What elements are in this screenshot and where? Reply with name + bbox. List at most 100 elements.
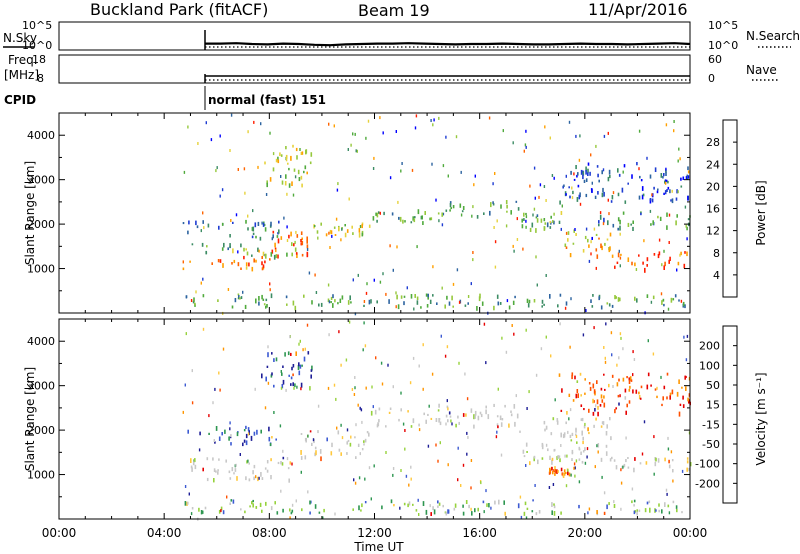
power-cell [266, 180, 268, 185]
noise-sky-label: N.Sky [3, 31, 37, 45]
power-cell [356, 149, 358, 153]
velocity-cell [497, 387, 499, 391]
velocity-cell [570, 473, 572, 477]
power-cell [251, 254, 253, 257]
power-cell [237, 293, 240, 296]
velocity-cell [553, 448, 556, 452]
velocity-cell [231, 467, 234, 472]
power-cell [246, 251, 249, 256]
power-cell [591, 237, 593, 240]
velocity-cell [368, 432, 370, 437]
velocity-cell [514, 421, 516, 427]
power-cell [367, 119, 370, 123]
power-cell [301, 237, 303, 241]
power-cell [472, 251, 474, 254]
power-cell [607, 198, 609, 202]
velocity-cell [624, 396, 627, 400]
power-cell [449, 201, 452, 205]
velocity-cell [338, 330, 340, 334]
velocity-cell [552, 470, 554, 475]
velocity-cell [392, 385, 394, 389]
velocity-cell [605, 431, 608, 436]
power-cell [467, 302, 469, 305]
power-cell [638, 195, 641, 200]
velocity-cell [453, 507, 456, 511]
velocity-cell [578, 458, 581, 461]
power-cell [459, 203, 462, 208]
velocity-cell [592, 398, 594, 404]
power-cell [658, 251, 661, 256]
velocity-cell [253, 464, 256, 469]
velocity-cell [646, 501, 649, 505]
velocity-cell [556, 469, 558, 474]
power-cell [539, 183, 542, 187]
velocity-cell [560, 467, 563, 472]
velocity-cell [596, 380, 598, 384]
power-cell [244, 304, 247, 309]
power-cell [677, 190, 679, 194]
power-cell [493, 226, 495, 229]
velocity-cell [683, 335, 685, 339]
power-cell [296, 253, 298, 258]
power-cell [499, 302, 502, 305]
power-cell [661, 300, 663, 305]
power-cell [272, 167, 275, 172]
power-cell [616, 261, 619, 264]
power-cell [533, 207, 536, 211]
velocity-cell [438, 403, 440, 408]
velocity-band-8 [548, 466, 571, 478]
velocity-cell [568, 393, 571, 397]
velocity-cell [625, 459, 627, 463]
power-cell [205, 250, 207, 255]
power-cell [678, 299, 680, 302]
velocity-cell [597, 405, 599, 410]
power-cell [269, 258, 271, 261]
velocity-cell [550, 354, 552, 358]
velocity-cell [663, 385, 666, 390]
power-cell [492, 201, 494, 204]
velocity-cell [271, 436, 273, 439]
velocity-cell [578, 480, 581, 484]
velocity-cell [289, 516, 291, 520]
velocity-cell [679, 403, 682, 406]
velocity-cell [486, 503, 488, 507]
power-cell [680, 177, 682, 181]
velocity-cell [277, 461, 280, 465]
velocity-cell [544, 428, 546, 432]
velocity-cell [363, 321, 365, 325]
velocity-cell [354, 436, 356, 439]
power-cell [216, 166, 218, 170]
power-cell [653, 186, 655, 190]
velocity-cell [378, 419, 380, 423]
velocity-cell [656, 395, 658, 399]
power-colorbar-tick: 12 [706, 225, 720, 238]
velocity-cell [271, 352, 273, 355]
velocity-cell [652, 352, 655, 356]
velocity-cell [629, 385, 631, 389]
power-cell [601, 245, 603, 251]
velocity-cell [526, 407, 528, 410]
power-cell [300, 175, 303, 180]
power-cell [686, 237, 688, 241]
power-cell [587, 172, 589, 176]
velocity-cell [647, 339, 649, 343]
velocity-cell [365, 386, 367, 390]
velocity-cell [334, 512, 336, 516]
power-cell [593, 227, 596, 231]
power-cell [666, 225, 668, 230]
power-cell [286, 192, 288, 196]
power-cell [585, 309, 587, 312]
power-cell [377, 211, 380, 214]
time-tick-label: 00:00 [42, 526, 77, 540]
time-axis-labels: 00:00 04:00 08:00 12:00 16:00 20:00 00:00 [42, 526, 708, 540]
velocity-cell [600, 457, 603, 462]
power-cell [617, 192, 620, 197]
power-cell [673, 129, 675, 133]
velocity-cell [370, 410, 373, 416]
velocity-cell [430, 512, 432, 516]
velocity-cell [643, 420, 646, 424]
velocity-cell [451, 422, 453, 426]
power-cell [215, 169, 217, 173]
power-cell [382, 131, 384, 135]
velocity-cell [217, 471, 219, 475]
